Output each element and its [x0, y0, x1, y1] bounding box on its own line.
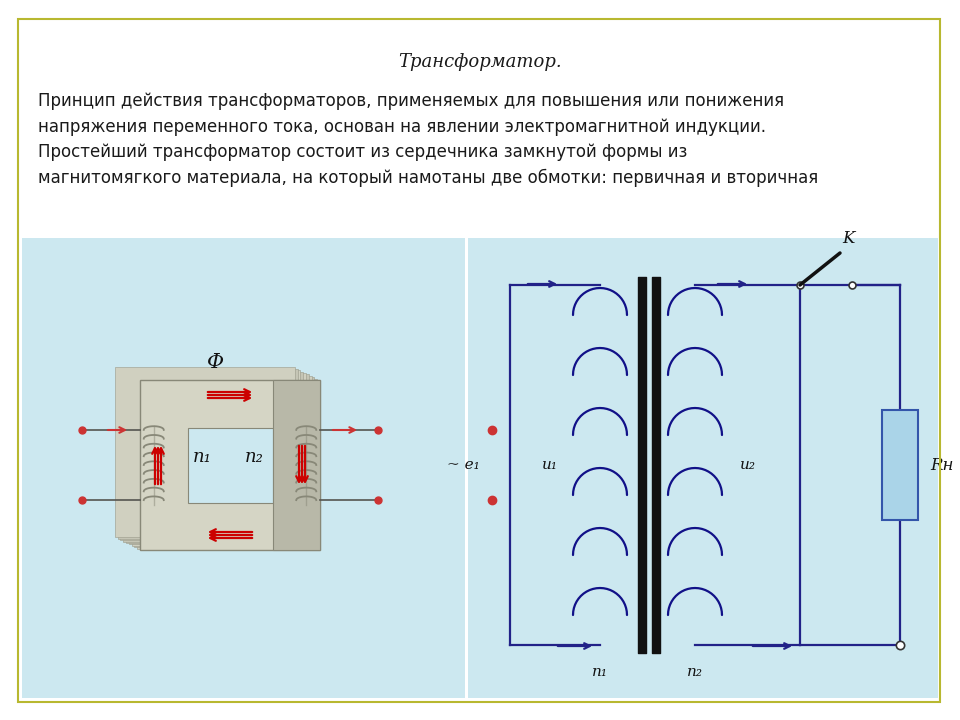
- Bar: [468, 238, 938, 698]
- Text: n₂: n₂: [245, 448, 263, 466]
- Bar: [132, 376, 312, 546]
- Bar: [184, 426, 270, 501]
- Bar: [882, 410, 918, 520]
- Bar: [134, 377, 314, 547]
- Bar: [140, 380, 320, 550]
- Bar: [187, 428, 273, 503]
- Bar: [126, 373, 306, 543]
- Bar: [22, 238, 465, 698]
- Bar: [273, 380, 320, 550]
- Bar: [181, 425, 267, 500]
- Bar: [168, 418, 252, 492]
- Text: Φ: Φ: [206, 353, 224, 372]
- Bar: [171, 419, 255, 494]
- Text: u₁: u₁: [542, 458, 558, 472]
- Bar: [165, 416, 251, 491]
- Bar: [177, 422, 261, 497]
- Text: Принцип действия трансформаторов, применяемых для повышения или понижения
напряж: Принцип действия трансформаторов, примен…: [38, 92, 818, 187]
- Text: Rн: Rн: [930, 456, 953, 474]
- Bar: [174, 420, 258, 495]
- Bar: [137, 379, 317, 549]
- Text: n₂: n₂: [687, 665, 703, 679]
- Text: u₂: u₂: [739, 458, 756, 472]
- Bar: [117, 369, 298, 539]
- Text: n₁: n₁: [193, 448, 211, 466]
- Bar: [180, 423, 264, 498]
- Text: Трансформатор.: Трансформатор.: [398, 53, 562, 71]
- Text: ~ e₁: ~ e₁: [447, 458, 480, 472]
- Bar: [115, 367, 295, 537]
- Text: K: K: [842, 230, 854, 247]
- Text: n₁: n₁: [592, 665, 608, 679]
- Bar: [187, 428, 273, 503]
- Bar: [120, 370, 300, 540]
- Bar: [140, 380, 320, 550]
- Bar: [123, 372, 303, 541]
- Bar: [129, 374, 309, 544]
- Bar: [162, 415, 248, 490]
